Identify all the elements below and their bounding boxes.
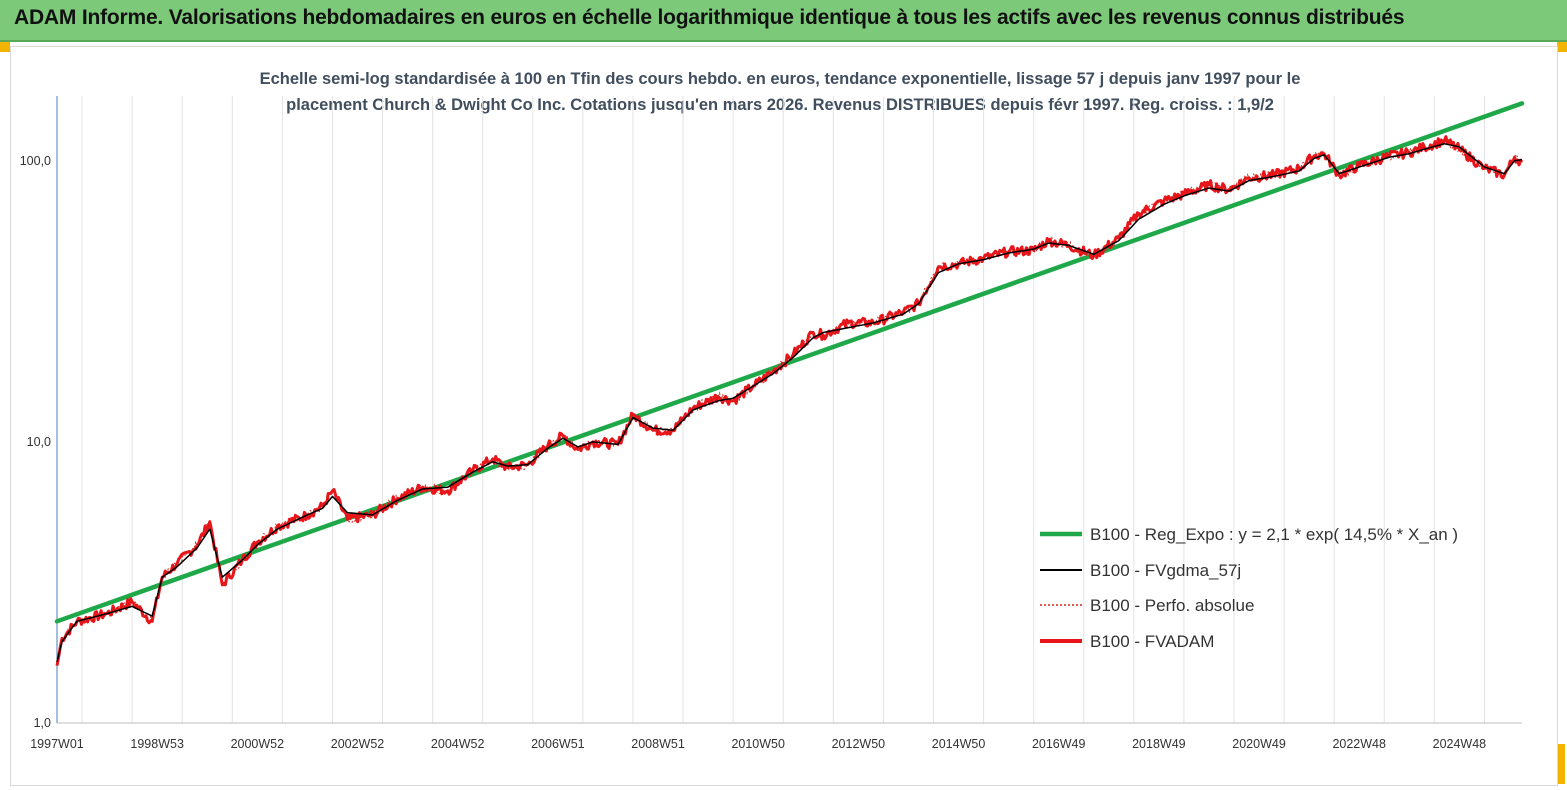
x-tick-label: 2006W51 <box>531 737 585 751</box>
grid <box>81 96 1485 723</box>
x-tick-label: 1998W53 <box>130 737 184 751</box>
x-tick-label: 2000W52 <box>231 737 285 751</box>
x-tick-label: 2002W52 <box>331 737 385 751</box>
x-tick-label: 2014W50 <box>932 737 986 751</box>
x-tick-label: 1997W01 <box>30 737 84 751</box>
x-tick-label: 2008W51 <box>631 737 685 751</box>
x-tick-label: 2004W52 <box>431 737 485 751</box>
legend-label: B100 - Perfo. absolue <box>1090 596 1254 615</box>
x-tick-label: 2016W49 <box>1032 737 1086 751</box>
legend-item-reg-expo: B100 - Reg_Expo : y = 2,1 * exp( 14,5% *… <box>1040 525 1458 544</box>
corner-marker-top-left <box>0 42 10 52</box>
legend-item-fvadam: B100 - FVADAM <box>1040 632 1214 651</box>
page-title: ADAM Informe. Valorisations hebdomadaire… <box>14 6 1405 29</box>
axes: 1,0 10,0 100,0 1997W01 1998W53 2000W52 2002W52… <box>20 96 1522 751</box>
x-tick-label: 2012W50 <box>832 737 886 751</box>
legend-item-fvgdma: B100 - FVgdma_57j <box>1040 561 1241 580</box>
chart-subtitle-line-1: Echelle semi-log standardisée à 100 en T… <box>259 70 1301 88</box>
series-group <box>54 101 1525 666</box>
x-tick-label: 2022W48 <box>1332 737 1386 751</box>
y-tick-label: 1,0 <box>34 716 51 730</box>
y-tick-label: 10,0 <box>27 435 51 449</box>
y-tick-label: 100,0 <box>20 154 51 168</box>
legend-label: B100 - Reg_Expo : y = 2,1 * exp( 14,5% *… <box>1090 525 1458 544</box>
legend-label: B100 - FVADAM <box>1090 632 1214 651</box>
legend-item-perfo-absolue: B100 - Perfo. absolue <box>1040 596 1254 615</box>
legend-label: B100 - FVgdma_57j <box>1090 561 1241 580</box>
corner-marker-bottom-right <box>1557 744 1565 784</box>
x-tick-label: 2010W50 <box>731 737 785 751</box>
series-perfo-absolue-line <box>56 137 1523 666</box>
x-tick-label: 2020W49 <box>1232 737 1286 751</box>
series-fvgdma-line <box>56 142 1523 663</box>
series-fvadam-line <box>55 135 1524 666</box>
corner-marker-top-right <box>1557 42 1567 52</box>
legend: B100 - Reg_Expo : y = 2,1 * exp( 14,5% *… <box>1040 525 1458 651</box>
x-tick-label: 2018W49 <box>1132 737 1186 751</box>
series-reg-expo-line <box>54 101 1525 624</box>
x-tick-label: 2024W48 <box>1433 737 1487 751</box>
title-banner: ADAM Informe. Valorisations hebdomadaire… <box>0 0 1567 42</box>
